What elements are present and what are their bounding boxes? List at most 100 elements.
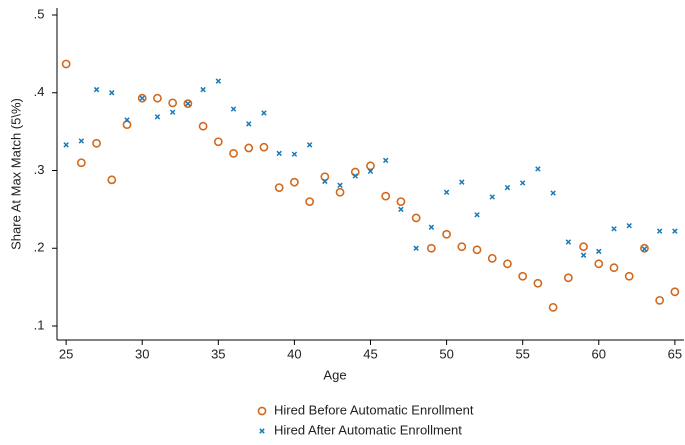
point [335, 187, 345, 197]
point [124, 117, 130, 123]
point [153, 93, 162, 103]
point [503, 259, 512, 269]
point [229, 148, 238, 158]
x-tick-label: 50 [439, 346, 453, 361]
x-tick-label: 30 [135, 346, 149, 361]
point [352, 173, 359, 179]
point [443, 189, 450, 196]
legend-marker [257, 406, 267, 416]
point [640, 243, 649, 253]
point [580, 252, 587, 258]
point [109, 90, 115, 96]
point [137, 93, 147, 103]
point [442, 229, 451, 239]
point [381, 191, 391, 201]
point [337, 182, 343, 189]
point [168, 98, 178, 108]
point [154, 114, 161, 120]
point [489, 194, 495, 200]
point [305, 197, 315, 207]
point [655, 295, 665, 305]
point [63, 142, 69, 148]
x-axis-label: Age [323, 367, 346, 382]
point [624, 271, 634, 281]
point [459, 179, 465, 185]
point [474, 212, 480, 218]
point [274, 183, 284, 193]
point [504, 184, 511, 191]
point [306, 142, 313, 148]
point [428, 224, 435, 230]
x-tick-label: 55 [515, 346, 529, 361]
point [244, 143, 254, 153]
point [563, 273, 573, 283]
point [276, 150, 282, 157]
point [641, 246, 648, 252]
point [609, 263, 619, 273]
point [320, 172, 330, 182]
point [78, 138, 85, 144]
point [472, 245, 482, 255]
point [411, 213, 421, 223]
y-tick-label: .2 [34, 240, 45, 255]
point [426, 243, 436, 253]
point [139, 95, 145, 101]
point [382, 157, 389, 164]
x-tick-label: 45 [363, 346, 377, 361]
point [93, 86, 100, 93]
point [92, 138, 101, 148]
point [215, 78, 222, 84]
point [565, 239, 572, 245]
point [670, 287, 680, 297]
point [350, 167, 360, 177]
point [656, 228, 663, 234]
x-tick-label: 35 [211, 346, 225, 361]
point [107, 175, 117, 185]
legend-marker [259, 428, 265, 434]
point [398, 206, 404, 213]
x-tick-label: 25 [59, 346, 73, 361]
point [213, 137, 223, 147]
point [626, 222, 632, 229]
point [579, 242, 588, 252]
y-tick-label: .3 [34, 162, 45, 177]
y-tick-label: .1 [34, 317, 45, 332]
point [291, 151, 298, 157]
point [198, 121, 208, 131]
y-tick-label: .5 [34, 6, 45, 21]
point [122, 120, 132, 130]
y-tick-label: .4 [34, 84, 45, 99]
point [261, 110, 267, 116]
point [535, 166, 541, 172]
point [246, 121, 252, 127]
point [413, 245, 419, 251]
point [259, 142, 269, 152]
x-tick-label: 65 [668, 346, 682, 361]
point [594, 259, 604, 269]
point [366, 161, 375, 171]
point [550, 190, 556, 196]
y-axis-label: Share At Max Match (5\%) [8, 98, 23, 250]
point [548, 302, 558, 312]
point [290, 177, 299, 187]
point [183, 99, 193, 109]
point [519, 180, 526, 186]
point [596, 248, 602, 255]
point [367, 168, 374, 175]
point [672, 228, 678, 234]
x-tick-label: 60 [592, 346, 606, 361]
point [396, 197, 406, 207]
point [487, 253, 497, 263]
legend-label: Hired After Automatic Enrollment [274, 422, 462, 437]
point [185, 100, 191, 107]
point [322, 178, 328, 185]
point [61, 59, 71, 69]
point [169, 109, 176, 115]
point [200, 86, 206, 93]
point [611, 226, 617, 232]
point [518, 271, 528, 281]
legend-label: Hired Before Automatic Enrollment [274, 402, 474, 417]
point [230, 106, 237, 112]
point [533, 278, 543, 288]
